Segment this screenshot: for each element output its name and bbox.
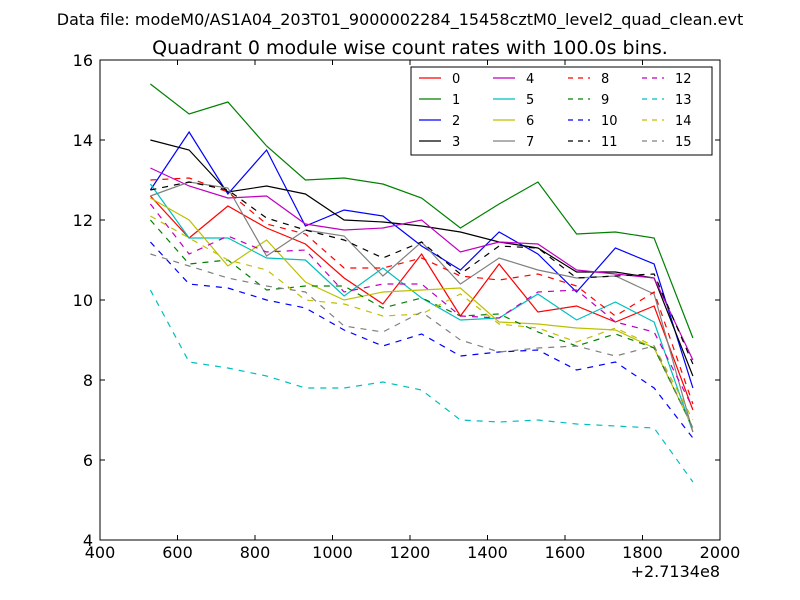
legend-label-5: 5 (526, 93, 534, 108)
series-line-13 (149, 289, 694, 483)
legend-label-6: 6 (526, 114, 534, 129)
legend-label-9: 9 (601, 93, 609, 108)
legend-label-14: 14 (675, 114, 692, 129)
series-line-2 (149, 130, 694, 389)
x-tick-label: 1400 (467, 543, 508, 562)
x-tick-label: 600 (162, 543, 193, 562)
x-tick-label: 2000 (700, 543, 741, 562)
y-tick-label: 4 (83, 531, 93, 550)
series-line-14 (150, 215, 694, 421)
x-tick-label: 1200 (390, 543, 431, 562)
series-line-10 (149, 241, 694, 439)
series-layer (149, 83, 694, 483)
x-tick-label: 1800 (622, 543, 663, 562)
series-line-11 (150, 181, 694, 365)
ticks-layer: 400 600 800 1000 1200 1400 1600 1800 20004681012… (73, 51, 741, 562)
y-tick-label: 14 (73, 131, 93, 150)
x-tick-label: 800 (240, 543, 271, 562)
y-tick-label: 12 (73, 211, 93, 230)
series-line-4 (150, 167, 694, 361)
y-tick-label: 10 (73, 291, 93, 310)
series-line-0 (149, 195, 694, 411)
y-tick-label: 16 (73, 51, 93, 70)
x-tick-label: 1600 (545, 543, 586, 562)
y-tick-label: 6 (83, 451, 93, 470)
legend-label-8: 8 (601, 72, 609, 87)
legend-label-12: 12 (675, 72, 692, 87)
x-tick-label: 400 (85, 543, 116, 562)
series-line-6 (150, 197, 694, 429)
x-offset-label: +2.7134e8 (631, 562, 720, 581)
legend-label-2: 2 (452, 114, 460, 129)
legend-label-0: 0 (452, 72, 460, 87)
series-line-1 (150, 83, 694, 339)
legend-label-7: 7 (526, 135, 534, 150)
series-line-5 (149, 183, 694, 433)
legend-label-11: 11 (601, 135, 618, 150)
plot-frame (99, 59, 721, 541)
chart-title: Quadrant 0 module wise count rates with … (152, 37, 668, 59)
series-line-8 (150, 177, 694, 405)
legend-label-15: 15 (675, 135, 692, 150)
legend-box (410, 66, 713, 156)
legend-label-1: 1 (452, 93, 460, 108)
chart-subtitle: Data file: modeM0/AS1A04_203T01_90000022… (57, 10, 743, 30)
legend-label-3: 3 (452, 135, 460, 150)
y-tick-label: 8 (83, 371, 93, 390)
legend-label-13: 13 (675, 93, 692, 108)
x-tick-label: 1000 (312, 543, 353, 562)
legend-label-10: 10 (601, 114, 618, 129)
legend-label-4: 4 (526, 72, 534, 87)
series-line-9 (149, 219, 694, 429)
series-line-12 (149, 203, 694, 409)
series-line-3 (150, 139, 694, 377)
